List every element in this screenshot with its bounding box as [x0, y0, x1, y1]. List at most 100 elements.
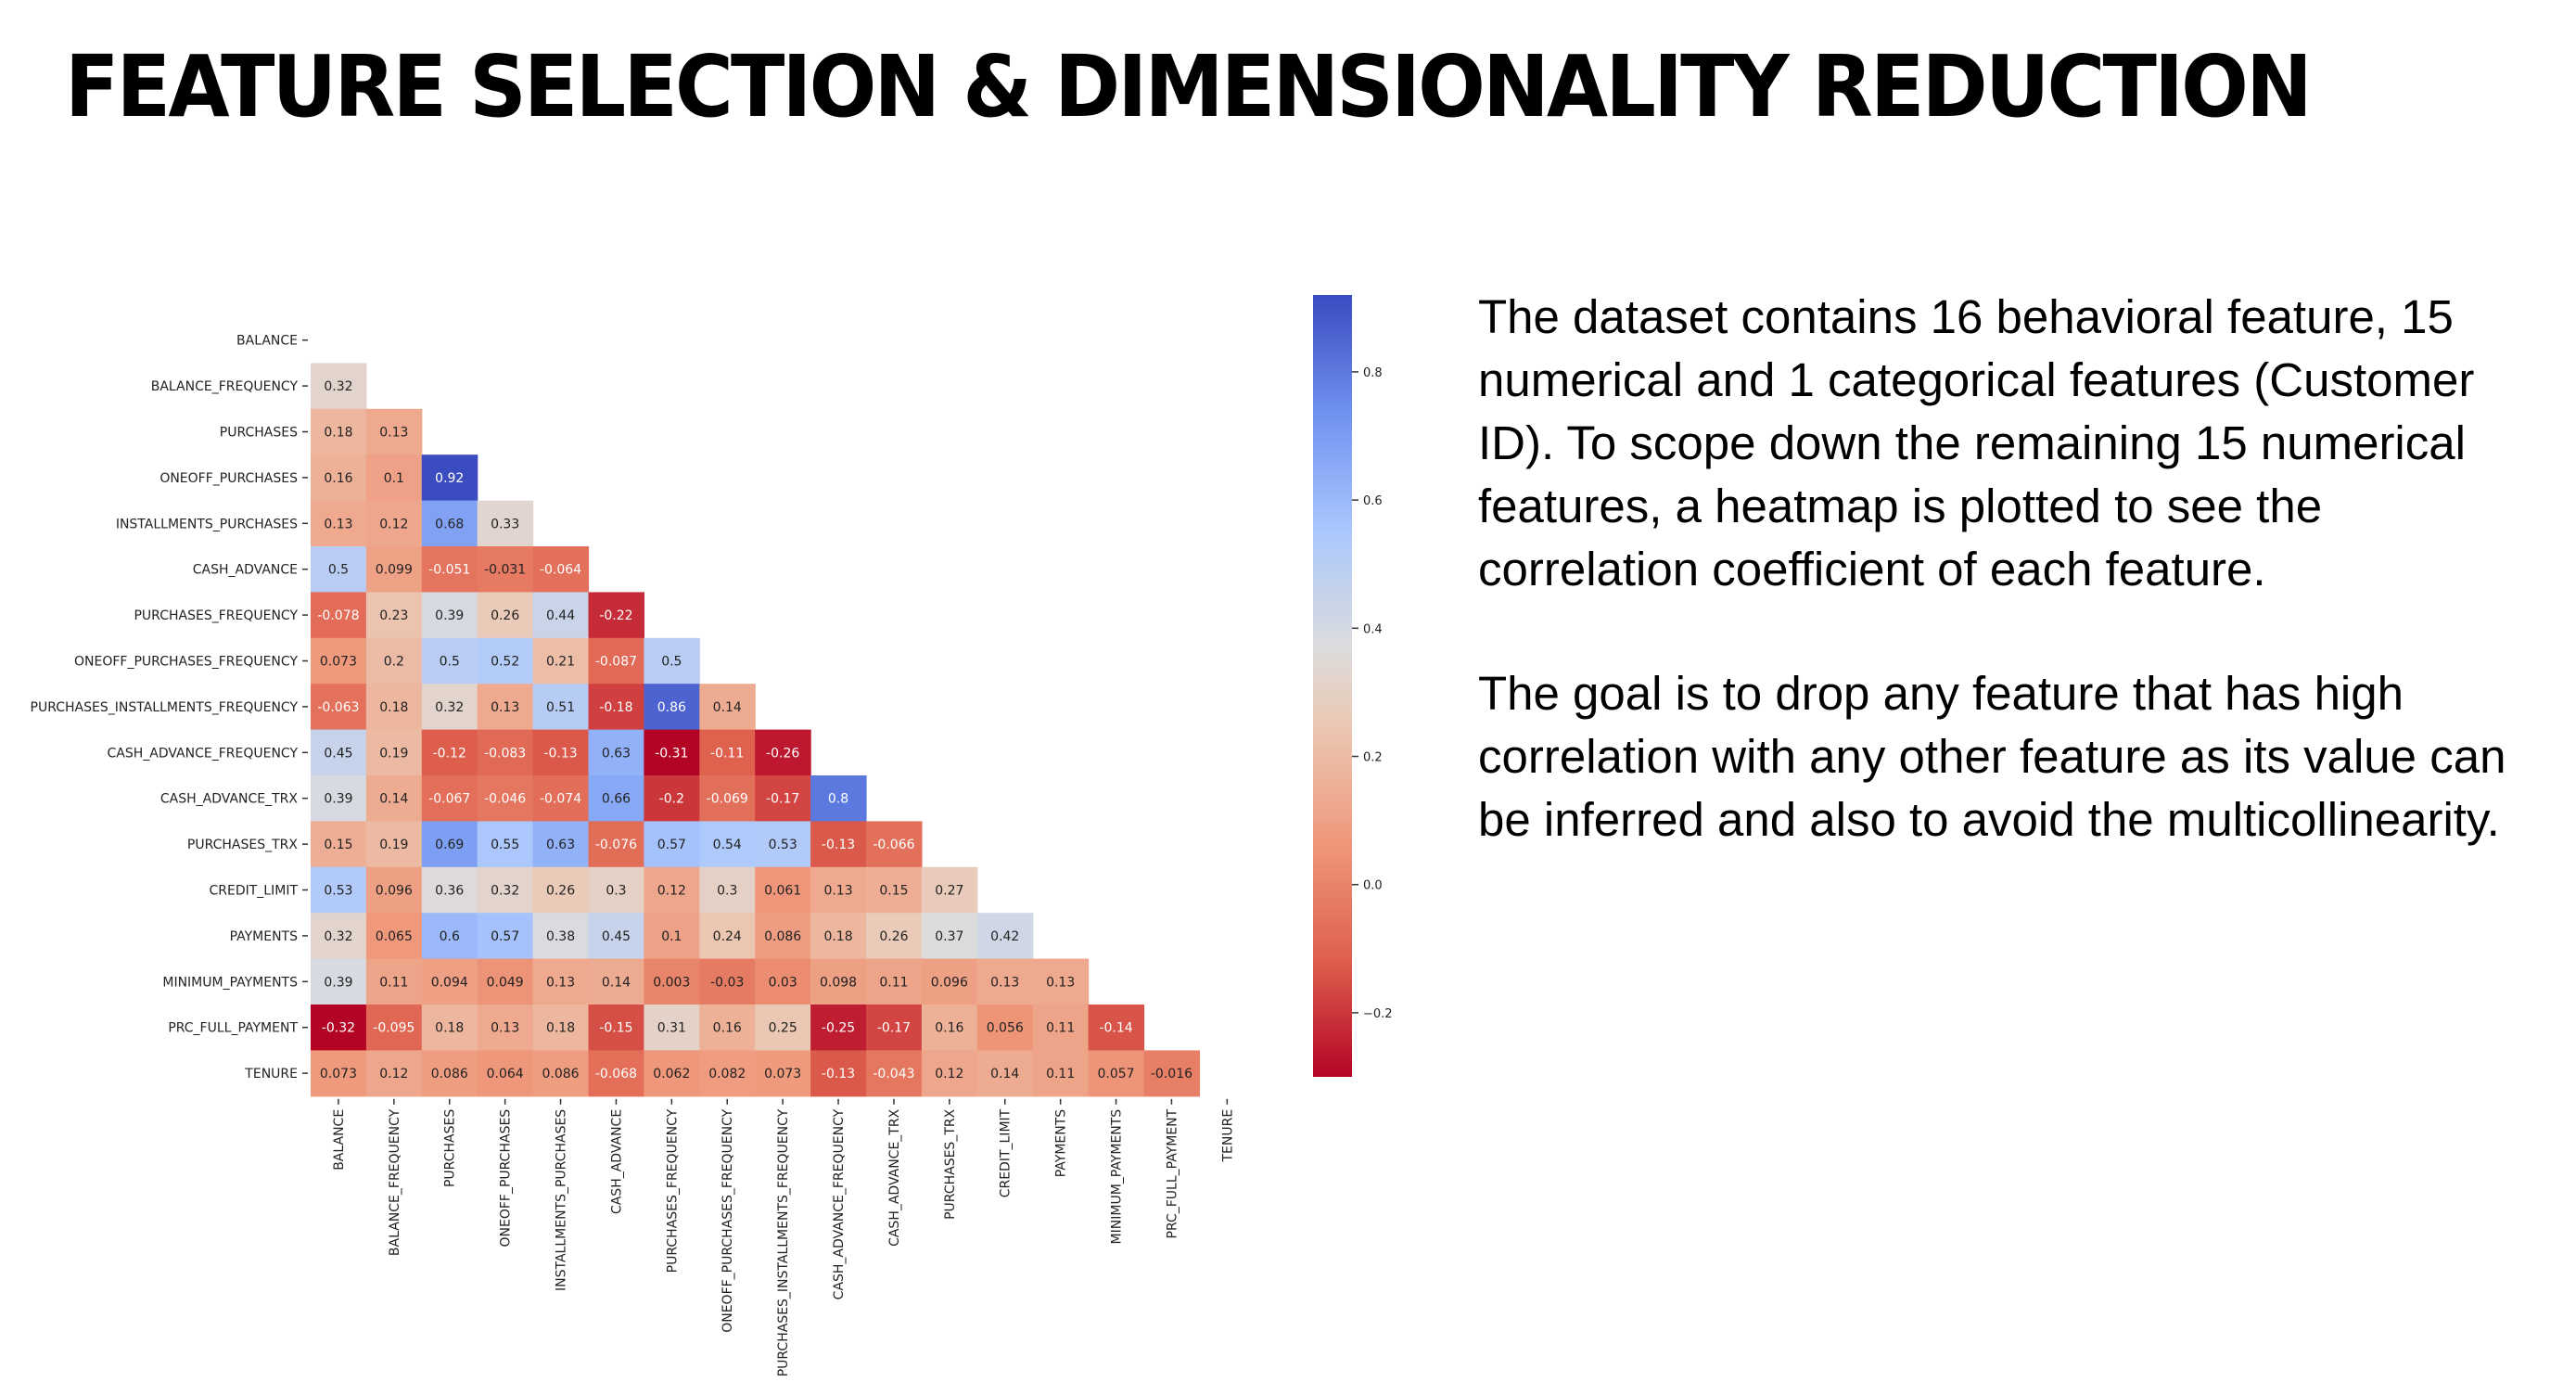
heatmap-cells: 0.32 0.18 0.13 0.16 0.1 0.92 0.13 0.12 0.68 0.33 0… [311, 363, 1200, 1097]
heatmap-cell [421, 454, 478, 502]
heatmap-cell [477, 729, 534, 776]
row-tick-label: CASH_ADVANCE_TRX [160, 792, 299, 807]
cell-value-label: 0.38 [546, 929, 575, 944]
cell-value-label: 0.18 [546, 1021, 575, 1036]
cell-value-label: 0.54 [713, 838, 742, 852]
col-tick-label: PURCHASES_FREQUENCY [665, 1108, 680, 1273]
heatmap-cell [311, 637, 367, 685]
col-tick-label: PRC_FULL_PAYMENT [1165, 1108, 1180, 1238]
heatmap-cell [421, 775, 478, 822]
cell-value-label: -0.12 [433, 746, 466, 761]
heatmap-cell [644, 1050, 700, 1097]
colorbar-gradient [1313, 295, 1352, 1077]
cell-value-label: 0.049 [487, 975, 524, 990]
cell-value-label: 0.15 [879, 884, 908, 899]
cell-value-label: 0.8 [828, 792, 848, 807]
heatmap-cell [477, 500, 534, 547]
heatmap-cell [644, 637, 700, 685]
heatmap-cell [421, 729, 478, 776]
colorbar-tick-label: 0.0 [1363, 879, 1383, 893]
heatmap-cell [532, 684, 590, 731]
heatmap-cell [976, 913, 1034, 960]
cell-value-label: 0.073 [320, 1067, 357, 1081]
cell-value-label: 0.12 [379, 517, 408, 531]
cell-value-label: 0.13 [491, 1021, 519, 1036]
cell-value-label: -0.31 [655, 746, 688, 761]
row-tick-label: PURCHASES [220, 426, 298, 441]
heatmap-cell [421, 1005, 478, 1051]
heatmap-cell [477, 684, 534, 731]
colorbar-tick-label: 0.6 [1363, 494, 1383, 508]
heatmap-cell [421, 958, 478, 1005]
cell-value-label: 0.6 [440, 929, 460, 944]
correlation-heatmap: 0.32 0.18 0.13 0.16 0.1 0.92 0.13 0.12 0.68 0.33 0… [31, 295, 1393, 1376]
heatmap-cell [365, 866, 423, 914]
heatmap-cell [810, 958, 867, 1005]
cell-value-label: 0.57 [491, 929, 519, 944]
cell-value-label: 0.096 [931, 975, 968, 990]
cell-value-label: -0.2 [659, 792, 684, 807]
heatmap-cell [810, 913, 867, 960]
heatmap-cell [532, 1050, 590, 1097]
colorbar-tick-label: 0.2 [1363, 751, 1383, 765]
heatmap-cell [477, 1005, 534, 1051]
colorbar-tick-label: 0.8 [1363, 366, 1383, 380]
row-tick-label: CASH_ADVANCE_FREQUENCY [107, 746, 298, 761]
heatmap-cell [755, 821, 811, 868]
cell-value-label: 0.19 [379, 838, 408, 852]
row-tick-label: PRC_FULL_PAYMENT [168, 1021, 298, 1036]
cell-value-label: 0.086 [542, 1067, 580, 1081]
cell-value-label: -0.063 [317, 700, 359, 715]
row-tick-label: PAYMENTS [230, 929, 299, 944]
cell-value-label: -0.068 [595, 1067, 637, 1081]
heatmap-cell [644, 1005, 700, 1051]
heatmap-cell [532, 866, 590, 914]
col-tick-label: BALANCE_FREQUENCY [388, 1108, 402, 1256]
heatmap-cell [921, 1050, 978, 1097]
cell-value-label: 0.13 [491, 700, 519, 715]
cell-value-label: -0.32 [322, 1021, 355, 1036]
cell-value-label: -0.14 [1099, 1021, 1132, 1036]
heatmap-cell [365, 500, 423, 547]
cell-value-label: 0.39 [324, 792, 352, 807]
cell-value-label: 0.3 [717, 884, 737, 899]
cell-value-label: 0.44 [546, 608, 575, 623]
heatmap-cell [644, 684, 700, 731]
cell-value-label: 0.13 [1046, 975, 1075, 990]
heatmap-cell [976, 1050, 1034, 1097]
heatmap-cell [477, 592, 534, 639]
heatmap-cell [421, 821, 478, 868]
cell-value-label: 0.12 [935, 1067, 963, 1081]
heatmap-cell [421, 866, 478, 914]
col-tick-label: TENURE [1220, 1109, 1235, 1163]
heatmap-cell [311, 546, 367, 593]
col-tick-label: PURCHASES_TRX [943, 1108, 958, 1219]
cell-value-label: 0.5 [440, 655, 460, 670]
cell-value-label: 0.19 [379, 746, 408, 761]
heatmap-cell [311, 913, 367, 960]
heatmap-cell [477, 958, 534, 1005]
cell-value-label: 0.16 [713, 1021, 742, 1036]
col-tick-label: INSTALLMENTS_PURCHASES [555, 1109, 569, 1291]
heatmap-cell [421, 637, 478, 685]
heatmap-cell [588, 729, 644, 776]
col-tick-label: ONEOFF_PURCHASES [499, 1109, 514, 1248]
heatmap-cell [365, 821, 423, 868]
cell-value-label: 0.66 [602, 792, 631, 807]
heatmap-cell [421, 684, 478, 731]
cell-value-label: -0.043 [873, 1067, 914, 1081]
cell-value-label: 0.1 [661, 929, 682, 944]
heatmap-cell [311, 500, 367, 547]
heatmap-cell [1032, 958, 1090, 1005]
cell-value-label: 0.1 [384, 471, 404, 486]
cell-value-label: -0.074 [540, 792, 581, 807]
heatmap-cell [755, 1005, 811, 1051]
heatmap-cell [365, 775, 423, 822]
heatmap-cell [532, 592, 590, 639]
cell-value-label: -0.078 [317, 608, 359, 623]
cell-value-label: 0.63 [602, 746, 631, 761]
cell-value-label: -0.066 [873, 838, 914, 852]
heatmap-cell [421, 1050, 478, 1097]
cell-value-label: 0.096 [376, 884, 413, 899]
heatmap-cell [477, 821, 534, 868]
